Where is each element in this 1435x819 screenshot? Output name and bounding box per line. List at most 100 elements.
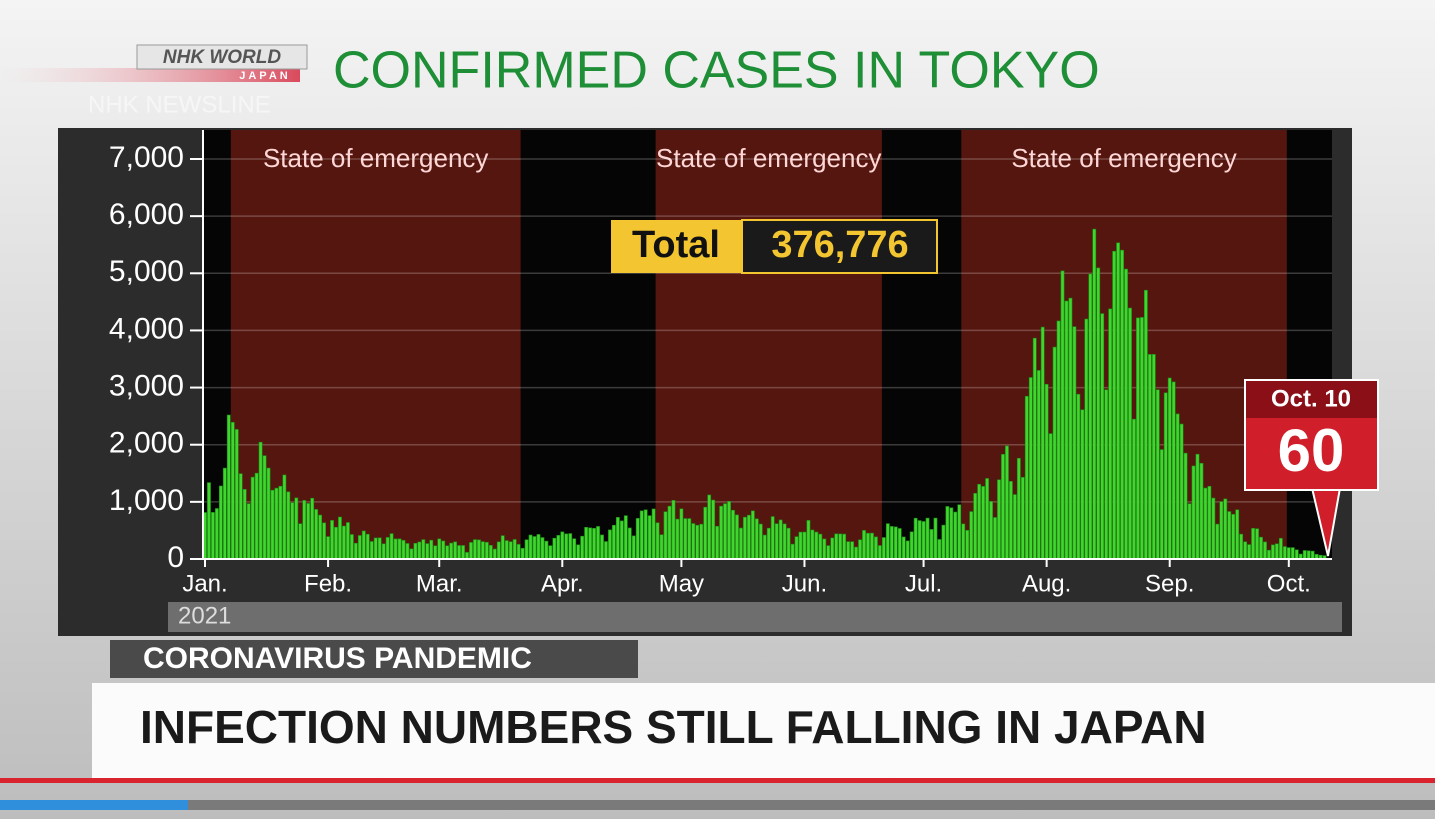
bar [512,539,517,560]
bar [520,548,525,560]
bar [1124,268,1128,560]
bar [1215,523,1220,560]
bar [330,520,334,560]
bar [262,455,267,560]
bar [250,476,255,560]
bar [1036,370,1041,560]
bar [1032,337,1037,560]
bar [981,486,986,560]
bar [973,493,978,560]
bar [576,544,581,560]
bar [905,540,910,560]
bar [397,538,402,560]
bar [866,532,870,560]
bar [810,529,815,560]
bar [933,517,938,560]
bar [385,537,390,560]
bar [1028,377,1033,560]
bar [1159,449,1164,560]
bar [695,524,700,560]
bar [1108,308,1113,560]
bar [1271,544,1275,560]
bar [1132,418,1136,560]
bar [1183,452,1188,560]
bar [659,534,664,560]
bar [425,543,430,560]
bar [929,529,934,560]
bar [612,524,616,560]
bar [1294,549,1299,560]
bar [361,530,366,560]
bar [1167,377,1172,560]
bar [318,514,323,560]
progress-fill [0,800,188,810]
bar [469,542,473,560]
bar [671,500,676,560]
bar [389,533,394,560]
bar [862,530,866,560]
bar [1112,250,1117,560]
bar [496,541,501,560]
bar [953,511,958,560]
bar [798,531,803,560]
bar [413,542,418,560]
bar [913,517,918,560]
bar [1088,273,1093,560]
chart-title: CONFIRMED CASES IN TOKYO [333,42,1100,100]
bar [1163,392,1168,560]
bar [270,489,275,560]
bar [1151,354,1156,560]
bar [925,517,930,560]
total-label-box [611,220,742,273]
headline-rule [0,778,1435,783]
logo-box [136,44,308,70]
bar [1203,487,1208,560]
bar [1076,393,1081,560]
bar [242,489,247,560]
bar [655,522,660,560]
bar [758,523,763,560]
bar [1020,477,1025,560]
bar [342,525,346,560]
bar [1306,550,1311,560]
y-tick-label: 1,000 [109,484,184,517]
bar [1175,413,1180,560]
bar [1147,354,1152,560]
bar [743,516,747,560]
bar [961,523,966,560]
bar [282,474,287,560]
bar [647,515,652,560]
bar [1310,550,1315,560]
bar [1302,550,1307,560]
bar [1278,537,1283,560]
bar [516,544,521,560]
bar [1040,326,1045,560]
bar [429,539,434,560]
bar [993,517,997,560]
bar [365,533,370,560]
bar [381,543,386,560]
bar [346,522,350,560]
bar [635,518,640,560]
ticker-tag-box [110,640,638,678]
bar [1136,317,1140,560]
bar [286,491,291,560]
bar [544,540,549,560]
x-tick-label: Sep. [1145,570,1194,597]
bar [1275,543,1279,560]
bar [1116,242,1120,560]
bar [889,526,894,560]
bar [508,541,513,560]
bar [560,531,565,560]
bar [870,532,874,560]
bar [1096,267,1101,560]
bar [806,520,811,560]
bar [230,422,235,560]
bar [258,441,263,560]
bar [937,539,942,560]
bar [580,535,585,560]
bar [504,540,509,560]
bar [298,523,303,560]
bar [306,503,311,560]
program-name: NHK NEWSLINE [88,91,271,118]
